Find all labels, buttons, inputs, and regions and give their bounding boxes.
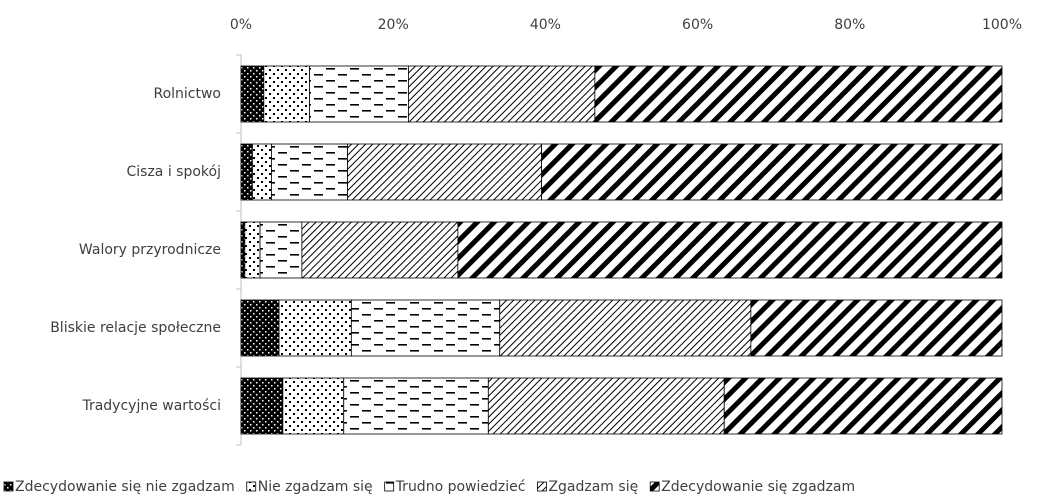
bar-segment [487, 377, 725, 435]
bar-segment [309, 65, 409, 123]
bar-segment [301, 221, 459, 279]
bar-segment [252, 143, 272, 201]
bar-segment [343, 377, 489, 435]
bar-segment [244, 221, 261, 279]
bar-segment [282, 377, 345, 435]
bar-segment [263, 65, 310, 123]
legend-label: Nie zgadzam się [258, 479, 373, 495]
legend-swatch [649, 481, 660, 492]
legend-swatch [246, 481, 257, 492]
bar-segment [750, 299, 1003, 357]
x-tick-label: 20% [378, 17, 409, 33]
bar-segment [347, 143, 542, 201]
legend-label: Zdecydowanie się zgadzam [661, 479, 855, 495]
bar-segment [457, 221, 1003, 279]
bar-segment [240, 299, 280, 357]
x-tick-label: 0% [230, 17, 252, 33]
y-tick-label: Walory przyrodnicze [79, 242, 221, 258]
x-tick-label: 60% [682, 17, 713, 33]
y-tick-label: Bliskie relacje społeczne [50, 320, 221, 336]
y-tick-label: Cisza i spokój [127, 164, 222, 180]
bar-segment [259, 221, 303, 279]
x-tick-label: 100% [982, 17, 1022, 33]
x-tick-label: 80% [834, 17, 865, 33]
bar-segment [350, 299, 501, 357]
bar-segment [271, 143, 348, 201]
legend-swatch [3, 481, 14, 492]
bar-segment [240, 377, 284, 435]
legend-label: Zdecydowanie się nie zgadzam [15, 479, 235, 495]
bar-segment [541, 143, 1003, 201]
y-tick-label: Tradycyjne wartości [81, 398, 221, 414]
bar-segment [594, 65, 1003, 123]
bar-segment [499, 299, 752, 357]
bar-segment [240, 65, 265, 123]
legend-label: Trudno powiedzieć [395, 479, 526, 495]
legend-swatch [537, 481, 547, 492]
y-tick-label: Rolnictwo [153, 86, 221, 102]
bar-segment [240, 143, 253, 201]
legend-swatch [384, 481, 395, 492]
x-tick-label: 40% [530, 17, 561, 33]
bar-segment [278, 299, 352, 357]
bar-segment [723, 377, 1003, 435]
legend-label: Zgadzam się [548, 479, 638, 495]
bar-segment [240, 221, 246, 279]
bar-segment [408, 65, 596, 123]
